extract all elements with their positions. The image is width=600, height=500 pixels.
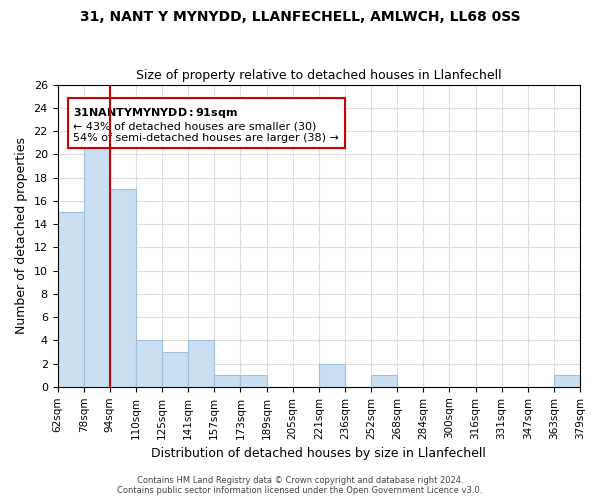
Text: 31, NANT Y MYNYDD, LLANFECHELL, AMLWCH, LL68 0SS: 31, NANT Y MYNYDD, LLANFECHELL, AMLWCH, … bbox=[80, 10, 520, 24]
Bar bbox=[371, 375, 397, 387]
Title: Size of property relative to detached houses in Llanfechell: Size of property relative to detached ho… bbox=[136, 69, 502, 82]
Bar bbox=[136, 340, 162, 387]
Y-axis label: Number of detached properties: Number of detached properties bbox=[15, 137, 28, 334]
X-axis label: Distribution of detached houses by size in Llanfechell: Distribution of detached houses by size … bbox=[151, 447, 486, 460]
Bar bbox=[214, 375, 241, 387]
Text: $\bf{31 NANT Y MYNYDD: 91sqm}$
← 43% of detached houses are smaller (30)
54% of : $\bf{31 NANT Y MYNYDD: 91sqm}$ ← 43% of … bbox=[73, 106, 339, 143]
Bar bbox=[188, 340, 214, 387]
Bar bbox=[241, 375, 266, 387]
Bar bbox=[319, 364, 345, 387]
Bar bbox=[110, 189, 136, 387]
Bar bbox=[83, 131, 110, 387]
Bar bbox=[58, 212, 83, 387]
Bar bbox=[162, 352, 188, 387]
Bar bbox=[554, 375, 580, 387]
Text: Contains HM Land Registry data © Crown copyright and database right 2024.
Contai: Contains HM Land Registry data © Crown c… bbox=[118, 476, 482, 495]
